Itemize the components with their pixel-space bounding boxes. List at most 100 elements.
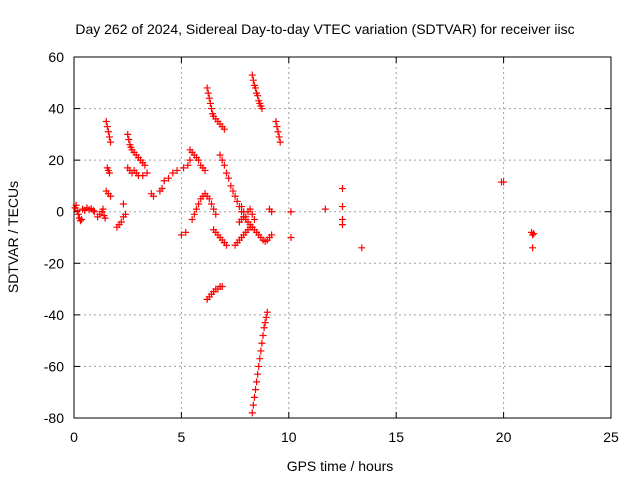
data-point <box>233 197 241 205</box>
data-point <box>192 205 200 213</box>
y-tick-label: -80 <box>44 410 64 426</box>
data-point <box>339 185 346 193</box>
data-point <box>500 178 508 186</box>
data-point <box>220 125 228 133</box>
data-point <box>254 92 262 100</box>
data-point <box>89 206 97 214</box>
data-point <box>212 210 220 218</box>
data-point <box>268 231 276 239</box>
data-point <box>339 203 346 211</box>
data-point <box>207 105 215 113</box>
data-point <box>205 94 213 102</box>
data-point <box>257 347 265 355</box>
chart-title: Day 262 of 2024, Sidereal Day-to-day VTE… <box>75 21 574 37</box>
data-point <box>73 206 81 214</box>
data-point <box>229 187 237 195</box>
x-tick-label: 5 <box>178 429 186 445</box>
data-point <box>160 177 168 185</box>
data-point <box>253 378 261 386</box>
data-point <box>186 156 194 164</box>
data-point <box>255 362 263 370</box>
y-tick-label: 40 <box>48 101 64 117</box>
data-point <box>529 244 537 252</box>
y-tick-label: -20 <box>44 255 64 271</box>
data-point <box>227 182 235 190</box>
data-point <box>273 123 281 131</box>
data-point <box>149 192 157 200</box>
data-point <box>201 166 209 174</box>
data-point <box>262 313 270 321</box>
data-point <box>195 200 203 208</box>
data-point <box>254 370 262 378</box>
y-axis-ticks: 60 40 20 0 -20 -40 -60 -80 <box>44 49 611 426</box>
data-point <box>261 319 269 327</box>
data-point <box>203 84 211 92</box>
data-point <box>90 208 98 216</box>
data-point <box>276 138 284 146</box>
data-point <box>169 169 177 177</box>
data-point <box>207 200 215 208</box>
data-point <box>195 156 203 164</box>
data-point <box>165 174 173 182</box>
data-point <box>76 217 84 225</box>
data-point <box>122 210 130 218</box>
data-point <box>124 130 132 138</box>
data-point <box>220 161 228 169</box>
data-point <box>141 161 149 169</box>
data-point <box>358 244 366 252</box>
data-point <box>78 215 86 223</box>
y-tick-label: 60 <box>48 49 64 65</box>
data-point <box>184 161 192 169</box>
data-point <box>218 282 226 290</box>
data-point <box>246 205 254 213</box>
x-tick-label: 10 <box>281 429 297 445</box>
data-point <box>125 136 133 144</box>
y-axis-label: SDTVAR / TECUs <box>5 181 21 293</box>
data-point <box>249 76 257 84</box>
data-point <box>206 99 214 107</box>
data-point <box>99 205 107 213</box>
data-point <box>143 169 151 177</box>
data-point <box>204 89 212 97</box>
data-point <box>225 174 233 182</box>
data-point <box>104 128 112 136</box>
data-point <box>223 169 231 177</box>
data-point <box>287 208 295 216</box>
data-point <box>216 151 224 159</box>
data-point <box>223 241 231 249</box>
data-point <box>259 331 267 339</box>
data-point <box>287 234 295 241</box>
y-tick-label: 20 <box>48 152 64 168</box>
data-point <box>177 231 185 239</box>
data-point <box>103 123 111 131</box>
data-point <box>173 166 181 174</box>
data-point <box>107 192 115 200</box>
data-point <box>180 164 188 172</box>
data-point <box>158 185 166 193</box>
data-point <box>275 133 283 141</box>
data-point <box>263 308 271 316</box>
plot-frame <box>73 56 612 419</box>
data-point <box>231 192 239 200</box>
y-tick-label: -60 <box>44 358 64 374</box>
data-point <box>238 203 246 211</box>
data-point <box>256 355 264 363</box>
x-tick-label: 25 <box>603 429 619 445</box>
data-point <box>248 71 256 79</box>
data-point <box>250 215 258 223</box>
data-point <box>107 138 115 146</box>
data-point <box>250 393 258 401</box>
data-point <box>188 215 196 223</box>
data-point <box>218 156 226 164</box>
data-point <box>117 218 125 226</box>
data-point <box>252 386 260 394</box>
data-point <box>260 324 268 332</box>
data-point <box>190 210 198 218</box>
x-tick-label: 0 <box>70 429 78 445</box>
y-tick-label: -40 <box>44 307 64 323</box>
data-point <box>252 84 260 92</box>
data-point <box>182 228 190 236</box>
data-point <box>105 133 113 141</box>
